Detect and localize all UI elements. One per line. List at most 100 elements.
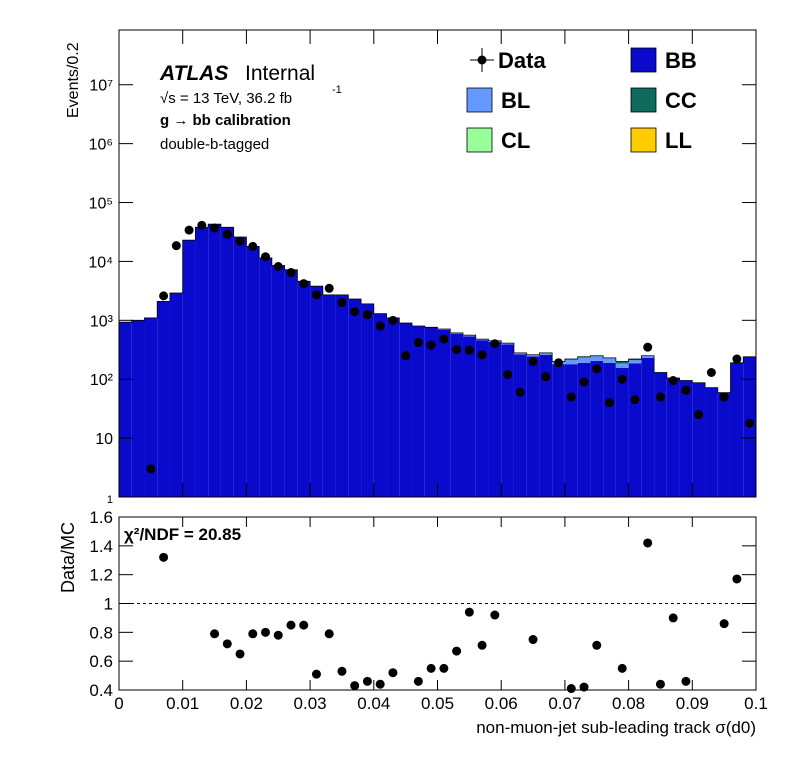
histogram-bar: [501, 344, 514, 497]
histogram-bar: [475, 339, 489, 341]
ratio-point: [159, 552, 169, 562]
ratio-point: [439, 663, 449, 673]
data-point: [592, 364, 602, 374]
ratio-point: [566, 684, 576, 694]
ratio-point: [222, 639, 232, 649]
tagging: double-b-tagged: [160, 136, 269, 153]
data-point: [146, 464, 156, 474]
data-point: [184, 225, 194, 235]
ratio-y-tick-label: 1.6: [89, 508, 113, 527]
histogram-bar: [628, 359, 642, 361]
data-point: [541, 372, 551, 382]
data-point: [401, 351, 411, 361]
histogram-bar: [641, 357, 655, 497]
histogram-bar: [526, 354, 540, 357]
ratio-y-tick-label: 1.2: [89, 566, 113, 585]
histogram-bar: [564, 359, 578, 365]
data-point: [375, 321, 385, 331]
histogram-bar: [412, 326, 425, 497]
x-axis-label: non-muon-jet sub-leading track σ(d0): [476, 718, 756, 737]
ratio-point: [681, 676, 691, 686]
x-tick-label: 0.01: [166, 694, 199, 713]
ratio-point: [261, 627, 271, 637]
status: Internal: [245, 62, 315, 85]
histogram-bar: [335, 294, 349, 497]
energy-exponent: -1: [332, 84, 342, 96]
legend-label: CC: [665, 88, 697, 113]
ratio-point: [528, 635, 538, 645]
y-tick-label: 10⁵: [89, 196, 113, 213]
histogram-bar: [297, 281, 311, 497]
histogram-bar: [195, 227, 209, 497]
data-point: [719, 392, 729, 402]
histogram-bar: [717, 392, 731, 497]
histogram-bar: [182, 240, 196, 498]
histogram-bar: [157, 301, 170, 497]
histogram-bar: [131, 320, 145, 497]
energy: √s = 13 TeV, 36.2 fb: [160, 90, 292, 107]
ratio-point: [248, 629, 258, 639]
histogram-bar: [246, 246, 260, 497]
histogram-bar: [386, 317, 400, 497]
histogram-bar: [208, 224, 221, 497]
histogram-bar: [615, 361, 629, 364]
histogram-bar: [361, 303, 374, 497]
legend-label: CL: [501, 128, 530, 153]
x-tick-label: 0: [114, 694, 123, 713]
data-point: [159, 291, 169, 301]
ratio-point: [375, 679, 385, 689]
x-tick-label: 0.08: [612, 694, 645, 713]
histogram-bar: [462, 335, 476, 337]
data-point: [324, 283, 334, 293]
histogram-bar: [348, 299, 362, 497]
data-point: [299, 279, 309, 289]
histogram-bar: [679, 380, 693, 497]
x-tick-label: 0.05: [421, 694, 454, 713]
histogram-bar: [284, 269, 298, 497]
data-point: [643, 342, 653, 352]
legend-swatch: [630, 47, 657, 73]
histogram-bar: [603, 357, 616, 363]
data-point: [248, 241, 258, 251]
data-point: [528, 356, 538, 366]
histogram-bar: [654, 372, 667, 497]
data-point: [222, 229, 232, 239]
legend-swatch: [466, 127, 493, 153]
histogram-bar: [501, 343, 514, 345]
y-tick-label: 10: [95, 431, 113, 448]
ratio-y-axis-label: Data/MC: [58, 522, 78, 593]
data-point: [566, 392, 576, 402]
x-tick-label: 0.07: [548, 694, 581, 713]
histogram-bar: [119, 322, 132, 497]
histogram-bar: [144, 317, 158, 497]
ratio-point: [286, 620, 296, 630]
data-point: [655, 392, 665, 402]
ratio-point: [337, 666, 347, 676]
ratio-y-tick-label: 1.4: [89, 537, 113, 556]
y-tick-label: 10⁴: [88, 254, 113, 271]
ratio-y-tick-label: 0.8: [89, 623, 113, 642]
histogram-bar: [730, 362, 744, 497]
x-tick-label: 0.09: [676, 694, 709, 713]
ratio-point: [362, 676, 372, 686]
histogram-bar: [310, 286, 323, 497]
y-tick-label: 1: [107, 494, 113, 506]
ratio-point: [426, 663, 436, 673]
data-point: [668, 376, 678, 386]
y-tick-label: 10³: [90, 313, 114, 330]
y-axis-label: Events/0.2: [65, 42, 82, 118]
legend-label: BB: [665, 48, 697, 73]
data-point: [413, 338, 423, 348]
x-tick-label: 0.04: [357, 694, 390, 713]
ratio-point: [655, 679, 665, 689]
data-point: [706, 368, 716, 378]
y-tick-label: 10²: [90, 372, 114, 389]
histogram-bar: [590, 355, 604, 361]
data-point: [515, 387, 525, 397]
x-tick-label: 0.06: [485, 694, 518, 713]
ratio-point: [579, 682, 589, 692]
legend-swatch: [630, 127, 657, 153]
legend-label: Data: [498, 48, 546, 73]
histogram-bar: [450, 332, 463, 334]
